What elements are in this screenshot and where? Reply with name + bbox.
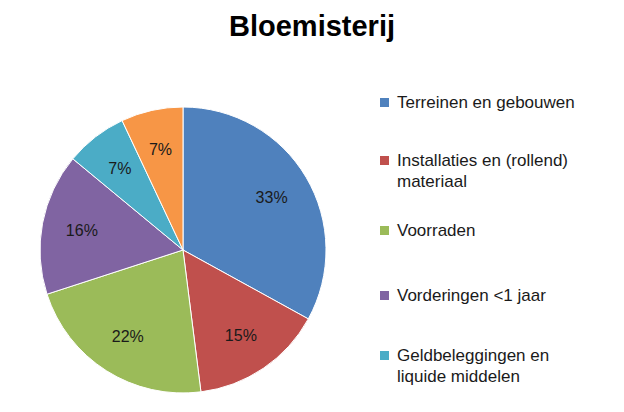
svg-text:16%: 16% — [66, 222, 98, 239]
svg-text:33%: 33% — [256, 189, 288, 206]
svg-text:15%: 15% — [225, 327, 257, 344]
html-text:Vorderingen <1 jaar: Vorderingen <1 jaar — [397, 286, 546, 305]
html-text:Voorraden: Voorraden — [397, 221, 476, 240]
html-text:Bloemisterij: Bloemisterij — [229, 10, 395, 42]
html-text:Geldbeleggingen en liquide mid: Geldbeleggingen en liquide middelen — [397, 346, 550, 386]
html-text:Installaties en (rollend) mate: Installaties en (rollend) materiaal — [397, 151, 568, 191]
svg-text:7%: 7% — [108, 160, 131, 177]
html-text:Terreinen en gebouwen: Terreinen en gebouwen — [397, 93, 575, 112]
svg-text:22%: 22% — [112, 328, 144, 345]
svg-text:7%: 7% — [149, 141, 172, 158]
